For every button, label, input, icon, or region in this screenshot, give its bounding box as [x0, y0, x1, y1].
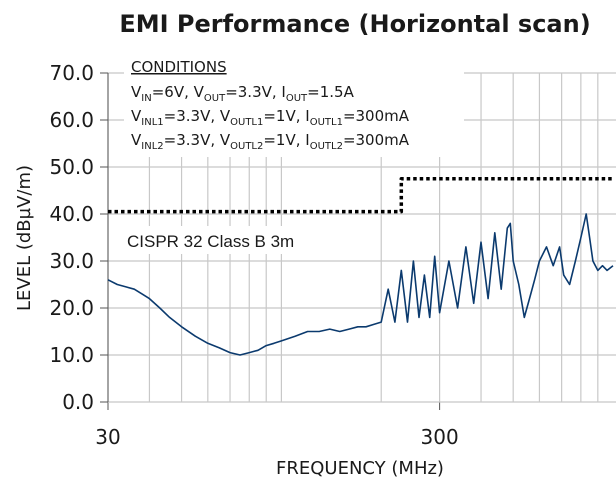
limit-line [108, 177, 613, 214]
condition-text: V [131, 83, 142, 101]
condition-text: =300mA [343, 107, 410, 125]
conditions-line: VIN=6V, VOUT=3.3V, IOUT=1.5A [131, 83, 355, 104]
subscript: OUTL1 [230, 117, 263, 128]
emission-trace [107, 213, 614, 356]
y-tick-label: 40.0 [49, 202, 94, 226]
y-tick-label: 60.0 [49, 108, 94, 132]
condition-text: =1V, I [263, 131, 309, 149]
y-tick-label: 30.0 [49, 249, 94, 273]
condition-text: =3.3V, V [164, 107, 231, 125]
subscript: INL2 [141, 141, 163, 152]
condition-text: =300mA [343, 131, 410, 149]
condition-text: V [131, 131, 142, 149]
x-axis-label: FREQUENCY (MHz) [276, 458, 444, 479]
annotation: CISPR 32 Class B 3m [127, 232, 294, 251]
y-tick-label: 70.0 [49, 61, 94, 85]
x-tick-label: 30 [95, 425, 120, 449]
conditions-background [124, 57, 464, 157]
y-tick-label: 50.0 [49, 155, 94, 179]
condition-text: =3.3V, I [225, 83, 286, 101]
y-tick-label: 10.0 [49, 343, 94, 367]
y-tick-label: 20.0 [49, 296, 94, 320]
subscript: OUTL1 [310, 117, 343, 128]
conditions-line: VINL1=3.3V, VOUTL1=1V, IOUTL1=300mA [131, 107, 410, 128]
annotation-background [122, 226, 352, 254]
subscript: OUTL2 [310, 141, 343, 152]
condition-text: =1V, I [263, 107, 309, 125]
condition-text: =3.3V, V [164, 131, 231, 149]
subscript: OUT [286, 93, 308, 104]
chart-title: EMI Performance (Horizontal scan) [119, 10, 590, 38]
subscript: OUT [204, 93, 226, 104]
y-axis-label: LEVEL (dBµV/m) [14, 165, 35, 311]
subscript: INL1 [141, 117, 163, 128]
subscript: OUTL2 [230, 141, 263, 152]
conditions-heading: CONDITIONS [131, 58, 227, 76]
condition-text: =1.5A [307, 83, 354, 101]
condition-text: =6V, V [152, 83, 205, 101]
x-tick-label: 300 [421, 425, 459, 449]
y-tick-label: 0.0 [62, 390, 94, 414]
conditions-line: VINL2=3.3V, VOUTL2=1V, IOUTL2=300mA [131, 131, 410, 152]
condition-text: V [131, 107, 142, 125]
subscript: IN [141, 93, 151, 104]
